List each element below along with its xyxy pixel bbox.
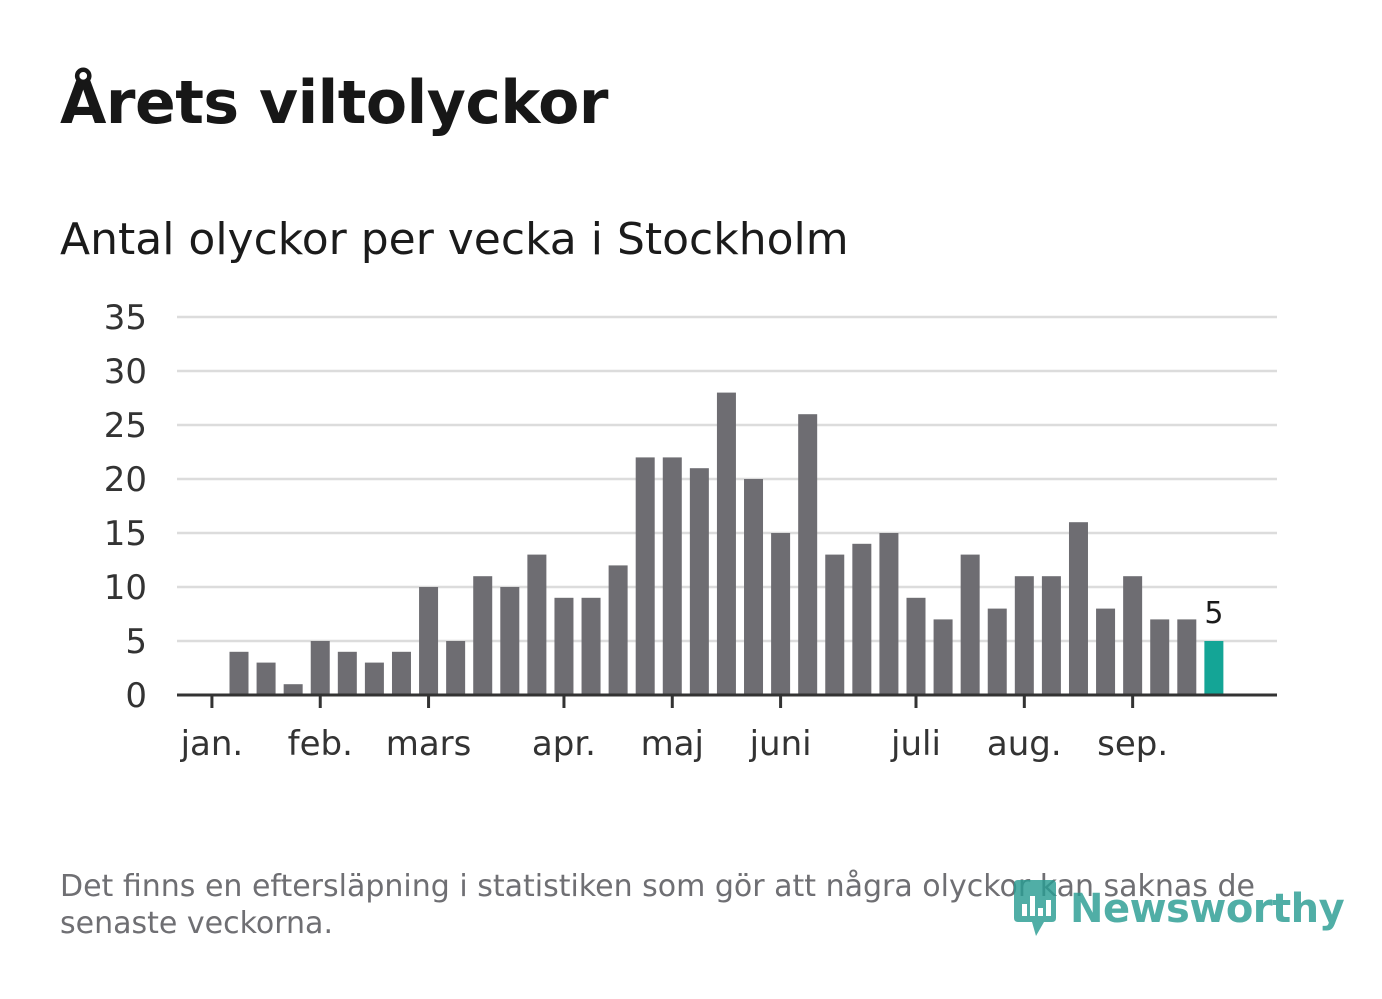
y-tick-label: 30 xyxy=(104,352,147,392)
chart-subtitle: Antal olyckor per vecka i Stockholm xyxy=(60,214,849,265)
bar xyxy=(256,662,276,695)
bar-highlighted xyxy=(1204,641,1224,695)
y-tick-label: 5 xyxy=(125,622,147,662)
x-tick-label: mars xyxy=(386,724,472,764)
y-tick-label: 0 xyxy=(125,676,147,716)
bar-chart: 0 5 10 15 20 25 30 35 jan. feb. mars apr. maj juni ju… xyxy=(104,298,1277,764)
bar xyxy=(744,479,764,695)
y-tick-label: 35 xyxy=(104,298,147,338)
x-tick-label: apr. xyxy=(532,724,596,764)
last-value-label: 5 xyxy=(1204,596,1223,631)
x-tick-label: jan. xyxy=(180,724,244,764)
logo-text: Newsworthy xyxy=(1070,886,1345,932)
bar xyxy=(229,651,249,695)
bar xyxy=(987,608,1007,695)
x-tick-label: aug. xyxy=(987,724,1062,764)
bar xyxy=(852,543,872,695)
bar xyxy=(419,587,439,695)
y-axis-ticks: 0 5 10 15 20 25 30 35 xyxy=(104,298,147,716)
bar xyxy=(689,468,709,695)
x-tick-label: juli xyxy=(890,724,941,764)
page-title: Årets viltolyckor xyxy=(60,68,609,138)
bar xyxy=(798,414,818,695)
bar xyxy=(527,554,547,695)
bar xyxy=(473,576,493,695)
bar xyxy=(933,619,953,695)
x-tick-label: feb. xyxy=(288,724,353,764)
bar xyxy=(1123,576,1143,695)
bar xyxy=(1177,619,1197,695)
x-tick-label: juni xyxy=(749,724,812,764)
bar xyxy=(635,457,655,695)
bar xyxy=(1150,619,1170,695)
bar xyxy=(391,651,411,695)
bar xyxy=(500,587,520,695)
data-labels: 5 xyxy=(1204,596,1223,631)
y-tick-label: 15 xyxy=(104,514,147,554)
bar xyxy=(1068,522,1088,695)
x-axis: jan. feb. mars apr. maj juni juli aug. sep. xyxy=(177,693,1277,764)
bar xyxy=(662,457,682,695)
y-tick-label: 25 xyxy=(104,406,147,446)
bar xyxy=(825,554,845,695)
bar xyxy=(554,597,574,695)
bar xyxy=(1096,608,1116,695)
bar xyxy=(446,641,466,695)
bar xyxy=(283,684,303,695)
bar xyxy=(879,533,899,695)
bar xyxy=(716,392,736,695)
bar xyxy=(771,533,791,695)
bar xyxy=(960,554,980,695)
y-tick-label: 20 xyxy=(104,460,147,500)
bar xyxy=(906,597,926,695)
bar xyxy=(364,662,384,695)
bar xyxy=(608,565,628,695)
bars xyxy=(229,392,1224,695)
bar xyxy=(1041,576,1061,695)
bar xyxy=(1014,576,1034,695)
x-tick-label: maj xyxy=(641,724,704,764)
bar xyxy=(310,641,330,695)
newsworthy-logo: Newsworthy xyxy=(1010,876,1345,942)
newsworthy-logo-icon xyxy=(1014,880,1056,936)
y-tick-label: 10 xyxy=(104,568,147,608)
bar xyxy=(337,651,357,695)
bar xyxy=(581,597,601,695)
x-tick-label: sep. xyxy=(1097,724,1168,764)
